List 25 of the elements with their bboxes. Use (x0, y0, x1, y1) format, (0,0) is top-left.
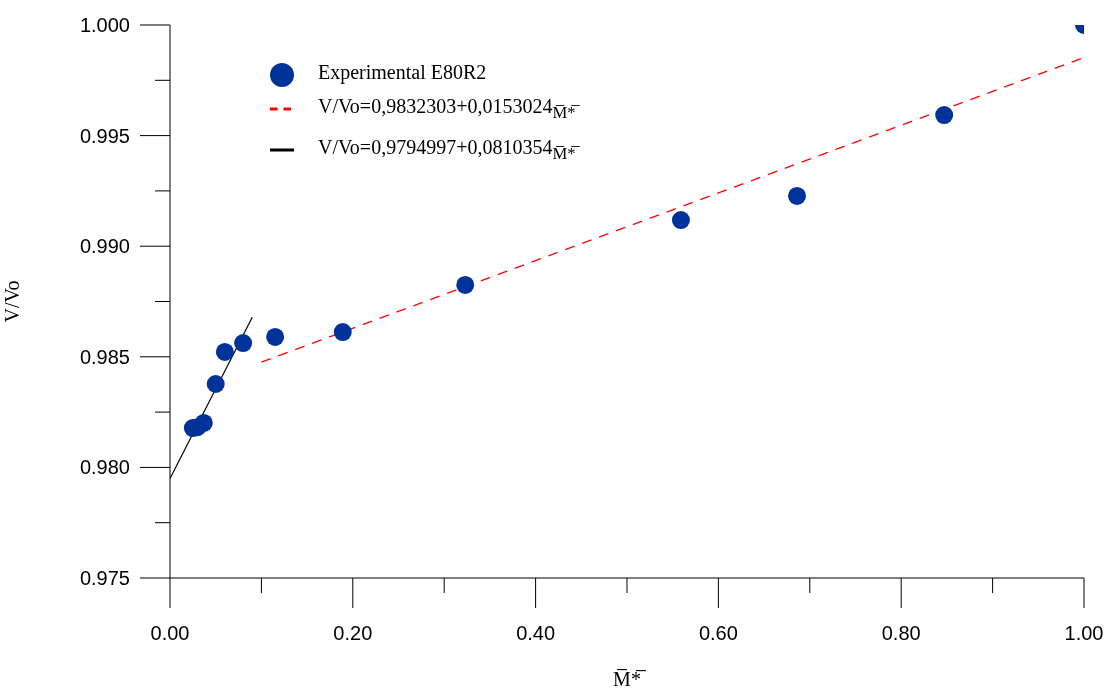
point (788, 186, 806, 205)
point (333, 323, 352, 342)
point (456, 275, 475, 294)
x-tick-label: 0.00 (150, 622, 190, 644)
y-tick-label: 1.000 (79, 14, 130, 36)
x-axis-title: M̅*̅ (613, 668, 647, 688)
x-tick-label: 0.80 (881, 622, 921, 644)
point (234, 334, 253, 353)
y-tick-label: 0.995 (79, 124, 130, 147)
x-tick-label: 0.60 (698, 622, 738, 644)
point (266, 327, 285, 346)
y-tick-label: 0.975 (79, 567, 130, 589)
y-tick-label: 0.990 (79, 235, 130, 258)
legend-label: Experimental E80R2 (318, 61, 487, 83)
point (194, 413, 213, 432)
y-tick-label: 0.985 (79, 345, 130, 368)
point (206, 375, 225, 394)
y-tick-label: 0.980 (79, 456, 130, 479)
x-tick-label: 1.00 (1064, 622, 1104, 644)
point (215, 342, 234, 361)
x-tick-label: 0.40 (516, 622, 556, 644)
y-axis-title: V/Vo (1, 280, 24, 323)
point (671, 211, 690, 230)
x-tick-label: 0.20 (333, 622, 373, 644)
point (935, 106, 954, 125)
